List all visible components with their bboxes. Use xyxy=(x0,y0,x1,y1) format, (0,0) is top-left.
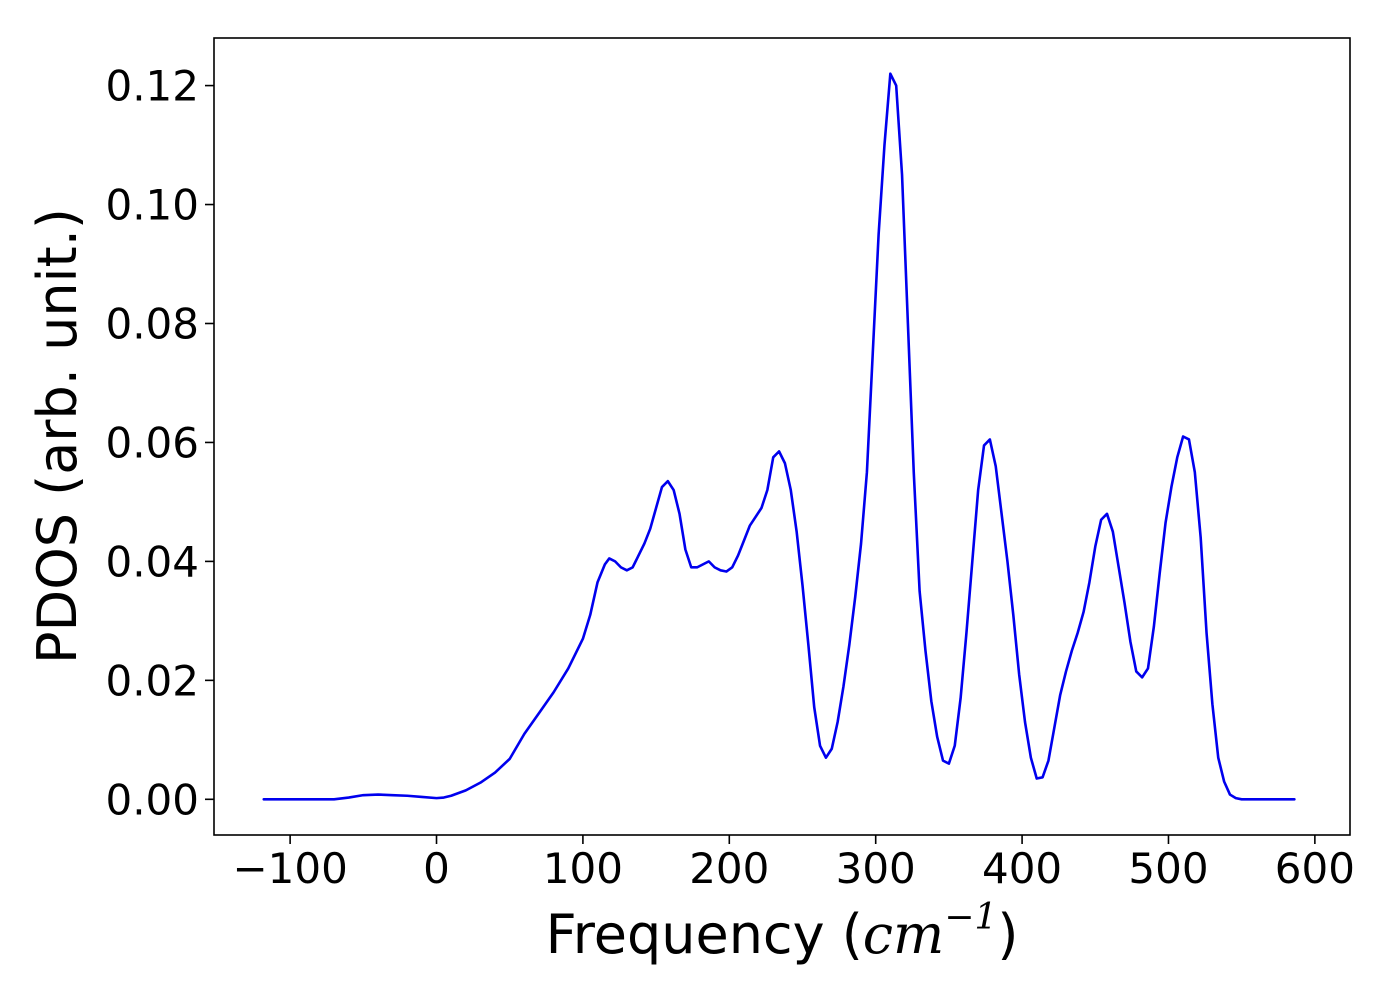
y-tick-label: 0.12 xyxy=(105,62,199,111)
x-tick-label: 200 xyxy=(689,844,769,893)
x-tick-label: 600 xyxy=(1275,844,1355,893)
y-tick-label: 0.04 xyxy=(105,537,199,586)
y-tick-label: 0.06 xyxy=(105,418,199,467)
x-tick-label: −100 xyxy=(232,844,347,893)
x-axis-label-exponent: −1 xyxy=(944,897,997,938)
pdos-series-line xyxy=(262,72,1296,801)
x-axis-label-unit: cm xyxy=(863,903,944,966)
plot-frame xyxy=(213,37,1351,836)
y-tick-label: 0.08 xyxy=(105,299,199,348)
x-tick-label: 400 xyxy=(982,844,1062,893)
y-tick-label: 0.10 xyxy=(105,181,199,230)
x-tick-label: 300 xyxy=(836,844,916,893)
x-axis-label: Frequency (cm−1) xyxy=(546,897,1019,966)
x-axis-label-suffix: ) xyxy=(997,903,1018,966)
x-tick-label: 500 xyxy=(1128,844,1208,893)
x-tick-label: 0 xyxy=(423,844,450,893)
x-axis-label-prefix: Frequency ( xyxy=(546,903,863,966)
y-axis-ticks: 0.00 0.02 0.04 0.06 0.08 0.10 0.12 xyxy=(105,62,214,824)
y-tick-label: 0.00 xyxy=(105,775,199,824)
plot-area xyxy=(214,38,1350,835)
series-layer xyxy=(262,72,1296,801)
x-tick-label: 100 xyxy=(543,844,623,893)
y-axis-label: PDOS (arb. unit.) xyxy=(26,208,89,664)
x-axis-ticks: −100 0 100 200 300 400 500 600 xyxy=(232,835,1355,893)
y-tick-label: 0.02 xyxy=(105,656,199,705)
